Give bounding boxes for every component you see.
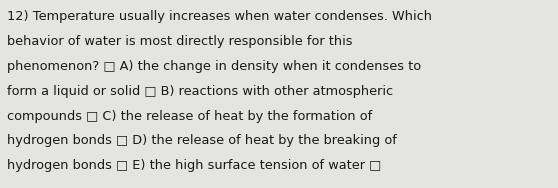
Text: phenomenon? □ A) the change in density when it condenses to: phenomenon? □ A) the change in density w… bbox=[7, 60, 421, 73]
Text: 12) Temperature usually increases when water condenses. Which: 12) Temperature usually increases when w… bbox=[7, 10, 432, 23]
Text: compounds □ C) the release of heat by the formation of: compounds □ C) the release of heat by th… bbox=[7, 110, 373, 123]
Text: behavior of water is most directly responsible for this: behavior of water is most directly respo… bbox=[7, 35, 353, 48]
Text: hydrogen bonds □ E) the high surface tension of water □: hydrogen bonds □ E) the high surface ten… bbox=[7, 159, 382, 172]
Text: hydrogen bonds □ D) the release of heat by the breaking of: hydrogen bonds □ D) the release of heat … bbox=[7, 134, 397, 147]
Text: form a liquid or solid □ B) reactions with other atmospheric: form a liquid or solid □ B) reactions wi… bbox=[7, 85, 393, 98]
